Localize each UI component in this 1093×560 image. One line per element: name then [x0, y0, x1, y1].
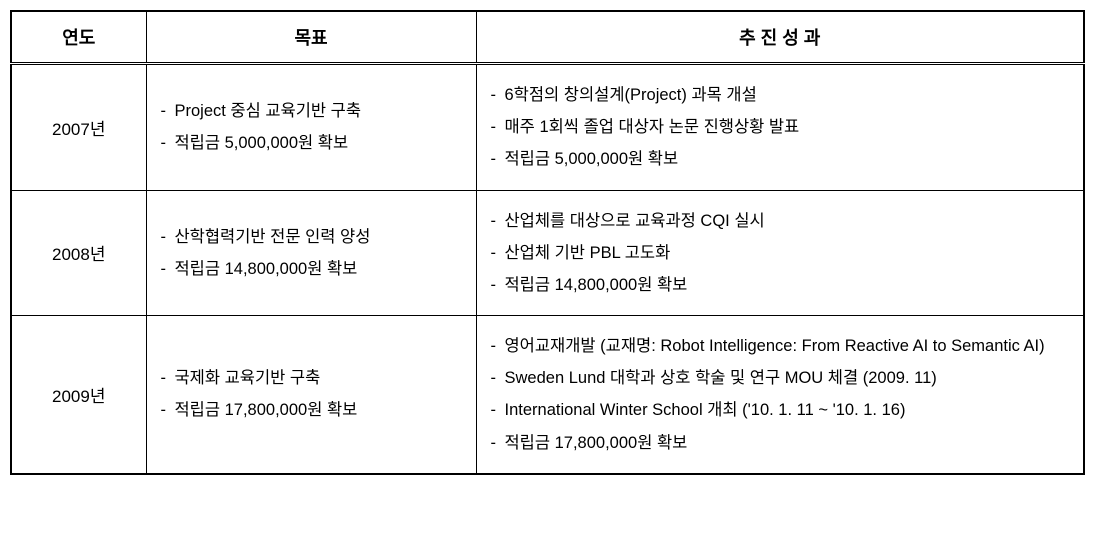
result-item: 적립금 14,800,000원 확보 — [491, 269, 1072, 301]
cell-goal: Project 중심 교육기반 구축적립금 5,000,000원 확보 — [146, 64, 476, 191]
table-row: 2007년Project 중심 교육기반 구축적립금 5,000,000원 확보… — [11, 64, 1084, 191]
col-header-result: 추 진 성 과 — [476, 11, 1084, 64]
goal-item: 국제화 교육기반 구축 — [161, 362, 464, 394]
result-item: 적립금 5,000,000원 확보 — [491, 143, 1072, 175]
cell-year: 2008년 — [11, 190, 146, 316]
result-item: Sweden Lund 대학과 상호 학술 및 연구 MOU 체결 (2009.… — [491, 362, 1072, 394]
goal-item: 산학협력기반 전문 인력 양성 — [161, 221, 464, 253]
cell-year: 2007년 — [11, 64, 146, 191]
result-item: 산업체를 대상으로 교육과정 CQI 실시 — [491, 205, 1072, 237]
result-item: 6학점의 창의설계(Project) 과목 개설 — [491, 79, 1072, 111]
result-item: International Winter School 개최 ('10. 1. … — [491, 394, 1072, 426]
annual-plan-table: 연도 목표 추 진 성 과 2007년Project 중심 교육기반 구축적립금… — [10, 10, 1085, 475]
col-header-year: 연도 — [11, 11, 146, 64]
table-body: 2007년Project 중심 교육기반 구축적립금 5,000,000원 확보… — [11, 64, 1084, 474]
cell-goal: 국제화 교육기반 구축적립금 17,800,000원 확보 — [146, 316, 476, 474]
goal-item: 적립금 14,800,000원 확보 — [161, 253, 464, 285]
table-row: 2009년국제화 교육기반 구축적립금 17,800,000원 확보영어교재개발… — [11, 316, 1084, 474]
table-row: 2008년산학협력기반 전문 인력 양성적립금 14,800,000원 확보산업… — [11, 190, 1084, 316]
goal-item: 적립금 5,000,000원 확보 — [161, 127, 464, 159]
cell-goal: 산학협력기반 전문 인력 양성적립금 14,800,000원 확보 — [146, 190, 476, 316]
cell-result: 영어교재개발 (교재명: Robot Intelligence: From Re… — [476, 316, 1084, 474]
cell-year: 2009년 — [11, 316, 146, 474]
cell-result: 6학점의 창의설계(Project) 과목 개설매주 1회씩 졸업 대상자 논문… — [476, 64, 1084, 191]
result-item: 적립금 17,800,000원 확보 — [491, 427, 1072, 459]
col-header-result-label: 추 진 성 과 — [739, 28, 820, 48]
cell-result: 산업체를 대상으로 교육과정 CQI 실시산업체 기반 PBL 고도화적립금 1… — [476, 190, 1084, 316]
col-header-goal: 목표 — [146, 11, 476, 64]
result-item: 산업체 기반 PBL 고도화 — [491, 237, 1072, 269]
goal-item: 적립금 17,800,000원 확보 — [161, 394, 464, 426]
result-item: 매주 1회씩 졸업 대상자 논문 진행상황 발표 — [491, 111, 1072, 143]
table-header-row: 연도 목표 추 진 성 과 — [11, 11, 1084, 64]
goal-item: Project 중심 교육기반 구축 — [161, 95, 464, 127]
result-item: 영어교재개발 (교재명: Robot Intelligence: From Re… — [491, 330, 1072, 362]
